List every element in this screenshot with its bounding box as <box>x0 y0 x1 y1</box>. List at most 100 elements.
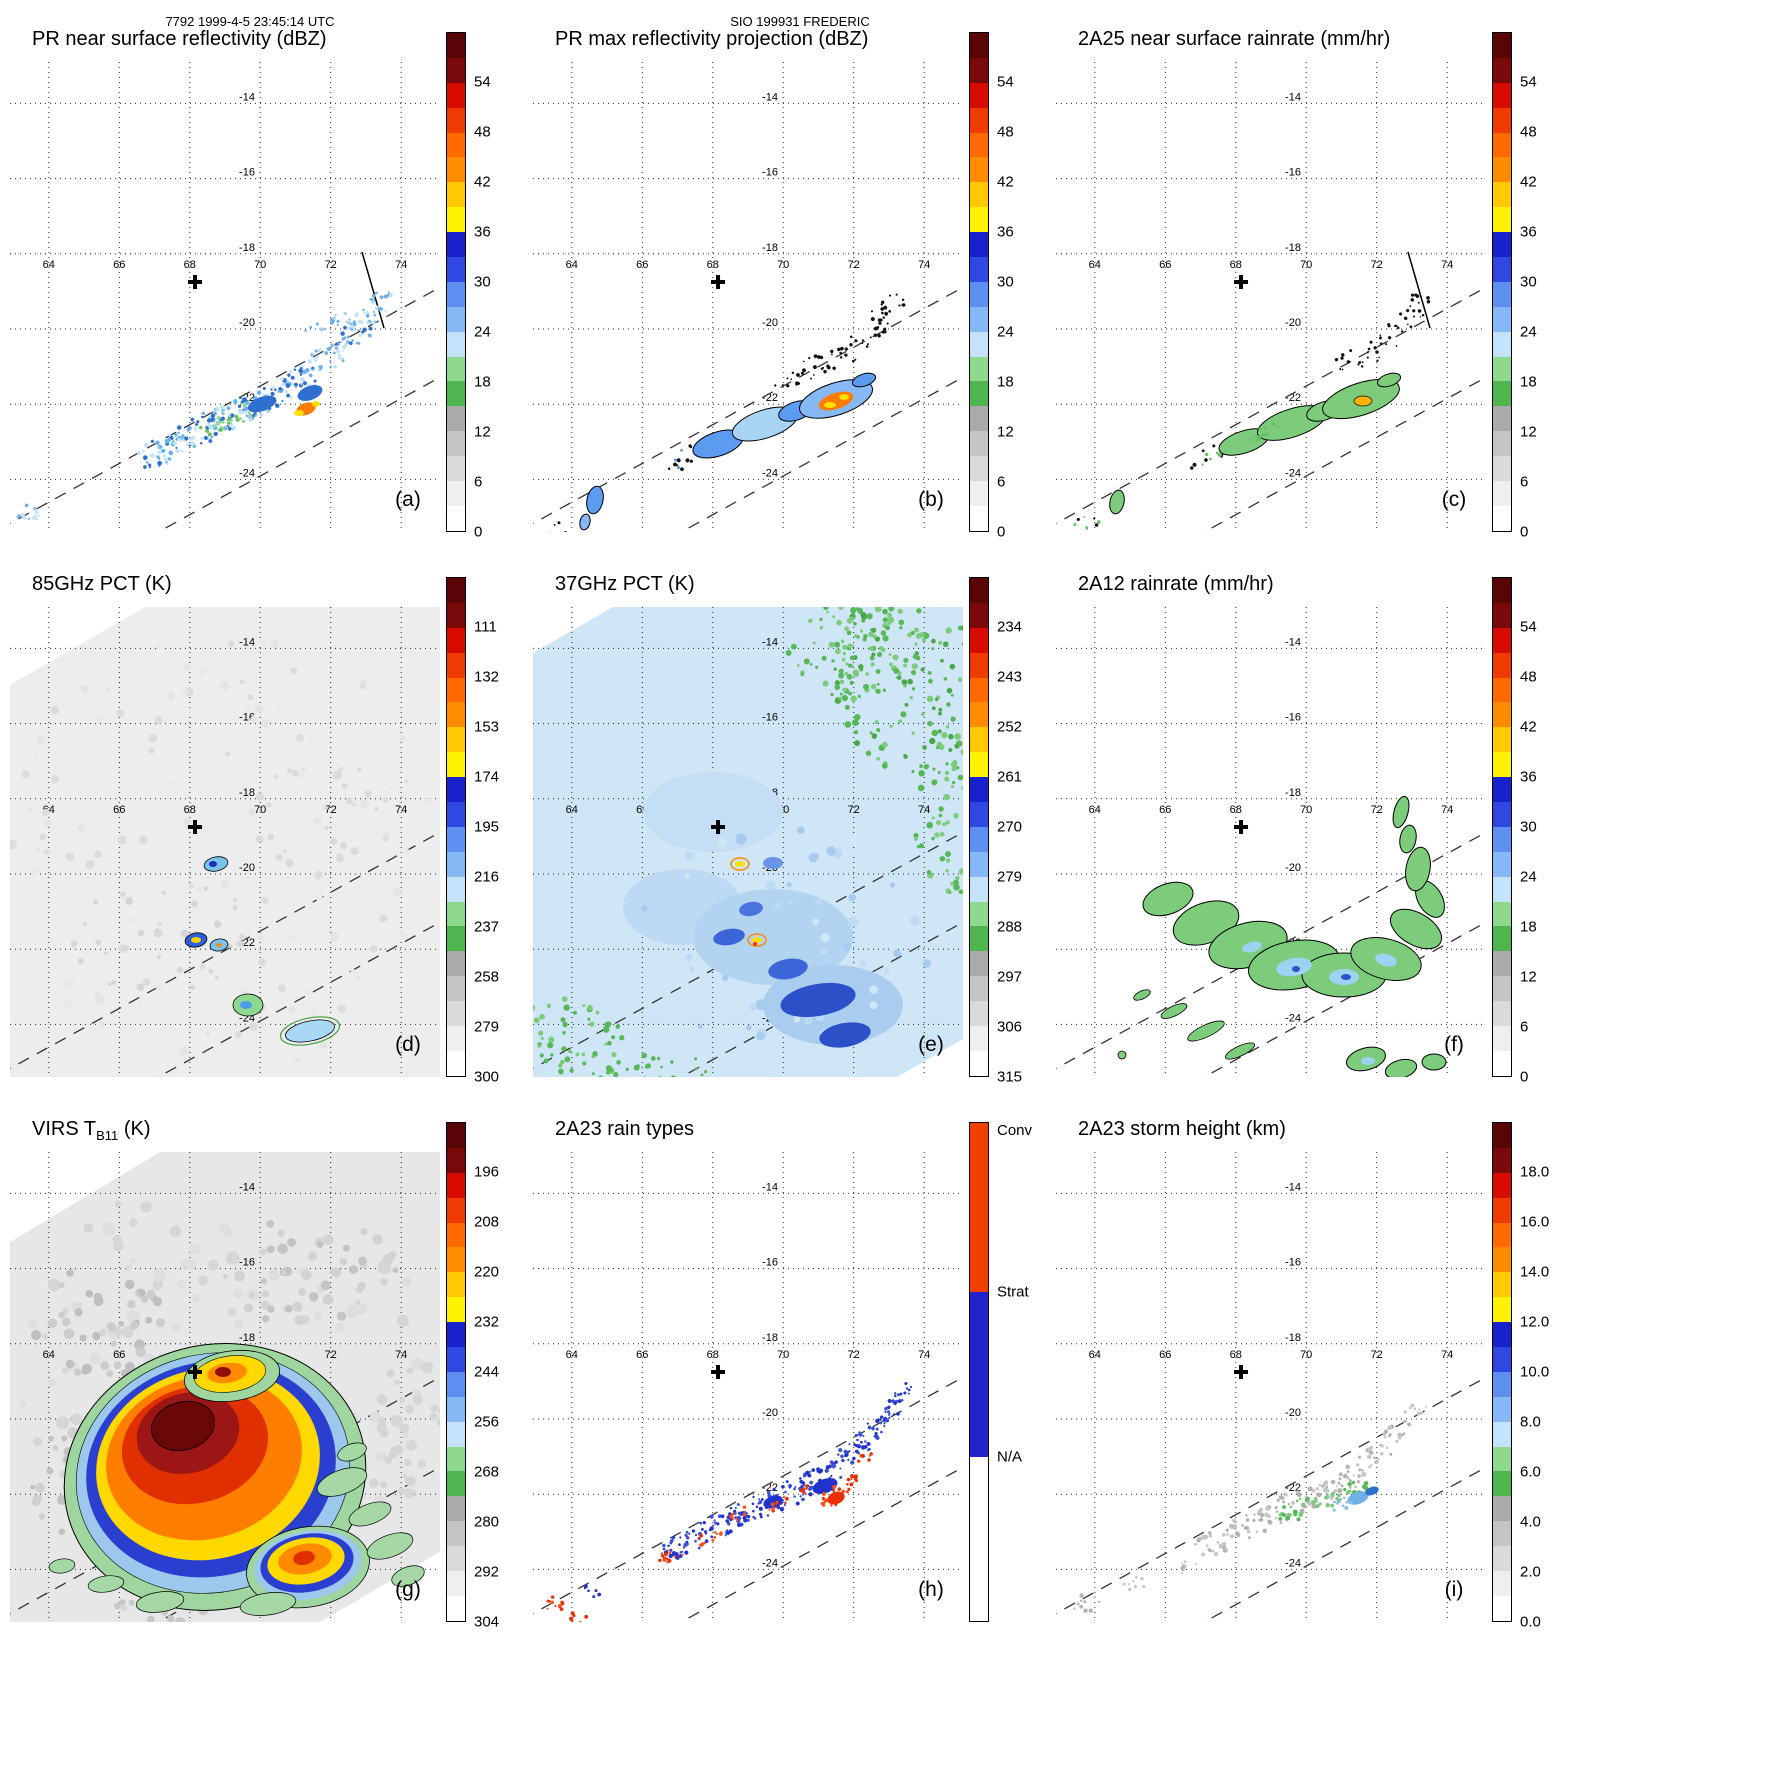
echo-blob <box>391 1565 425 1587</box>
panel-letter-a: (a) <box>395 488 421 511</box>
echo-speckles <box>591 1052 708 1077</box>
echo-speckles <box>10 630 433 1063</box>
colorbar-segment <box>970 356 988 382</box>
colorbar-tick-label: 42 <box>474 173 491 191</box>
colorbar-tick-label: 24 <box>997 323 1014 341</box>
echo-speckles <box>846 1474 859 1487</box>
echo-blob <box>247 395 277 413</box>
storm-center-marker <box>188 819 203 834</box>
longitude-label: 74 <box>918 1349 930 1361</box>
storm-center-marker <box>711 1364 726 1379</box>
colorbar-segment <box>1493 976 1511 1002</box>
colorbar-segment <box>970 578 988 603</box>
echo-blob <box>780 982 856 1018</box>
colorbar-tick-label: 6 <box>474 473 483 491</box>
colorbar-segment <box>447 1026 465 1051</box>
colorbar-segment <box>447 1347 465 1372</box>
longitude-label: 74 <box>918 259 930 271</box>
panel-title-subscript: B11 <box>96 1128 119 1143</box>
echo-speckles <box>1382 1419 1412 1440</box>
longitude-label: 74 <box>918 804 930 816</box>
colorbar-bar-i <box>1492 1122 1512 1622</box>
colorbar-segment <box>970 1050 988 1076</box>
longitude-label: 68 <box>707 1349 719 1361</box>
colorbar-bar-g <box>446 1122 466 1622</box>
latitude-label: -14 <box>239 91 255 103</box>
colorbar-segment <box>1493 1571 1511 1596</box>
latitude-label: -18 <box>239 1332 255 1344</box>
colorbar-g: 196 208 220 232 244 256 268 280 292 304 <box>446 1122 522 1631</box>
echo-speckles <box>849 316 889 347</box>
colorbar-segment <box>447 627 465 653</box>
colorbar-tick-label: 42 <box>997 173 1014 191</box>
echo-speckles <box>172 411 225 448</box>
echo-speckles <box>802 343 869 374</box>
colorbar-segment <box>1493 1172 1511 1198</box>
colorbar-segment <box>970 602 988 628</box>
colorbar-segment <box>447 157 465 183</box>
colorbar-tick-label: 36 <box>1520 768 1537 786</box>
echo-speckles <box>255 767 388 868</box>
longitude-label: 70 <box>1300 1349 1312 1361</box>
colorbar-segment <box>1493 602 1511 628</box>
colorbar-segment <box>1493 1050 1511 1076</box>
panel-i: 2A23 storm height (km) 64 66 68 70 72 74 -14 -16… <box>1054 1100 1569 1645</box>
echo-blob <box>316 1467 368 1497</box>
panel-title-units: (K) <box>118 1118 151 1140</box>
echo-speckles <box>774 368 815 388</box>
panel-c: 2A25 near surface rainrate (mm/hr) 64 66 68… <box>1054 10 1569 555</box>
colorbar-segment <box>970 677 988 703</box>
colorbar-segment <box>970 505 988 531</box>
echo-blob <box>1376 372 1402 388</box>
colorbar-segment <box>447 481 465 506</box>
colorbar-segment <box>970 876 988 902</box>
echo-speckles <box>1335 1463 1373 1489</box>
colorbar-tick-label: 6 <box>1520 473 1529 491</box>
colorbar-segment <box>1493 157 1511 183</box>
colorbar-tick-label: 24 <box>1520 868 1537 886</box>
latitude-label: -14 <box>762 1181 778 1193</box>
colorbar-segment <box>1493 1421 1511 1447</box>
echo-blob <box>1117 1050 1127 1060</box>
echo-speckles <box>799 1484 809 1495</box>
echo-blob <box>812 1478 838 1494</box>
colorbar-tick-label: 243 <box>997 668 1023 686</box>
colorbar-tick-label: 306 <box>997 1018 1023 1036</box>
colorbar-segment <box>1493 578 1511 603</box>
colorbar-segment <box>447 777 465 803</box>
echo-speckles <box>1332 1496 1354 1512</box>
colorbar-segment <box>447 331 465 357</box>
colorbar-segment <box>1493 1123 1511 1148</box>
colorbar-tick-label: 220 <box>474 1263 500 1281</box>
echo-blob <box>752 937 762 943</box>
longitude-label: 72 <box>848 259 860 271</box>
colorbar-segment <box>1493 901 1511 927</box>
colorbar-tick-label: 42 <box>1520 173 1537 191</box>
colorbar-bar-a <box>446 32 466 532</box>
colorbar-segment <box>447 976 465 1002</box>
colorbar-segment <box>447 926 465 952</box>
echo-speckles <box>768 1495 789 1513</box>
colorbar-tick-label: 48 <box>474 123 491 141</box>
map-h: 64 66 68 70 72 74-14-16-18-20-22-24(h) <box>533 1152 963 1622</box>
colorbar-tick-label: 304 <box>474 1613 500 1631</box>
colorbar-segment <box>447 1147 465 1173</box>
echo-speckles <box>894 1381 913 1398</box>
colorbar-tick-label: 0 <box>997 523 1006 541</box>
latitude-label: -14 <box>762 636 778 648</box>
colorbar-segment <box>970 951 988 977</box>
colorbar-segment <box>1493 1222 1511 1248</box>
colorbar-segment <box>970 777 988 803</box>
colorbar-tick-label: 234 <box>997 618 1023 636</box>
colorbar-segment <box>1493 456 1511 482</box>
swath-edge-dashed-line <box>1056 1376 1486 1615</box>
panel-a: PR near surface reflectivity (dBZ) 64 66 68… <box>8 10 523 555</box>
colorbar-segment <box>970 1456 988 1621</box>
longitude-label: 66 <box>1159 804 1171 816</box>
colorbar-segment <box>970 207 988 233</box>
colorbar-b: 54 48 42 36 30 24 18 12 6 0 <box>969 32 1045 541</box>
longitude-label: 68 <box>707 259 719 271</box>
colorbar-bar-h <box>969 1122 989 1622</box>
echo-blob <box>839 394 849 400</box>
colorbar-segment <box>1493 1396 1511 1422</box>
